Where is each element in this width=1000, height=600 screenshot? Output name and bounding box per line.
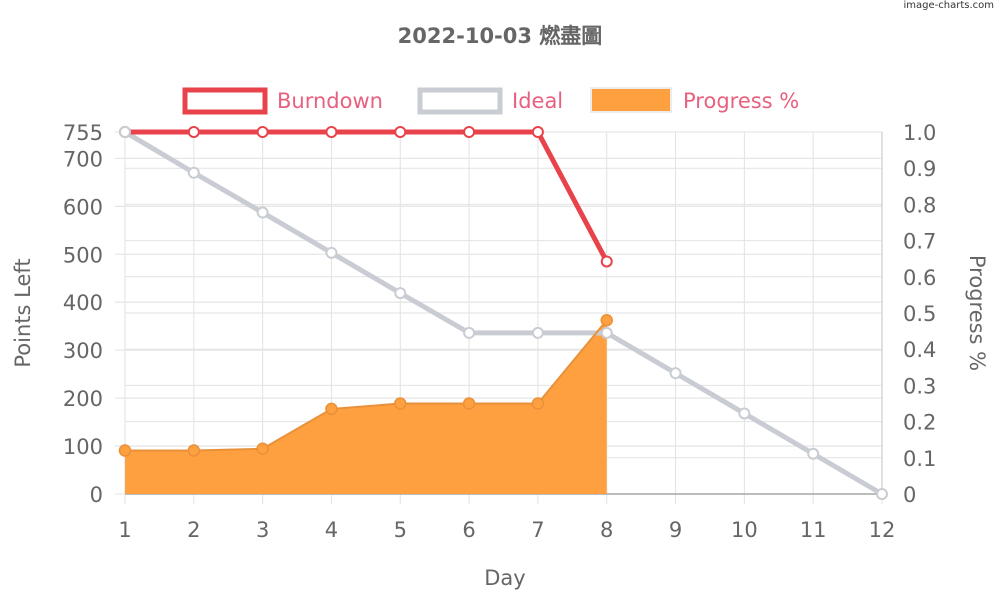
ideal-point bbox=[807, 447, 820, 460]
legend-swatch bbox=[590, 87, 672, 113]
progress-point bbox=[462, 397, 476, 410]
watermark: image-charts.com bbox=[903, 0, 995, 11]
legend-item: Burndown bbox=[182, 87, 383, 115]
x-tick-label: 9 bbox=[669, 518, 682, 542]
legend-label: Burndown bbox=[277, 89, 383, 113]
ideal-point bbox=[463, 326, 476, 339]
x-tick-label: 1 bbox=[118, 518, 131, 542]
burndown-point bbox=[187, 126, 200, 138]
y-right-tick-label: 0.1 bbox=[903, 447, 936, 471]
x-tick-label: 8 bbox=[600, 518, 613, 542]
y-left-tick-label: 400 bbox=[63, 291, 103, 315]
burndown-line bbox=[125, 129, 609, 263]
burndown-point bbox=[531, 126, 544, 138]
y-left-tick-label: 0 bbox=[90, 483, 103, 507]
progress-point bbox=[118, 444, 132, 457]
y-right-tick-label: 0 bbox=[903, 483, 916, 507]
ideal-point bbox=[876, 488, 888, 500]
y-right-tick-label: 0.5 bbox=[903, 302, 936, 326]
burndown-point bbox=[394, 126, 407, 138]
progress-point bbox=[256, 442, 269, 455]
burndown-point bbox=[325, 126, 338, 138]
legend-item: Ideal bbox=[417, 87, 563, 115]
progress-line bbox=[125, 319, 608, 452]
progress-point bbox=[325, 402, 338, 416]
legend-label: Ideal bbox=[512, 89, 563, 113]
ideal-point bbox=[669, 367, 682, 380]
y-axis-right-title: Progress % bbox=[965, 255, 989, 371]
x-tick-label: 2 bbox=[187, 518, 200, 542]
ideal-point bbox=[600, 326, 613, 339]
ideal-point bbox=[738, 407, 751, 420]
x-axis-title: Day bbox=[484, 566, 525, 590]
ideal-point bbox=[531, 326, 544, 339]
ideal-line bbox=[123, 129, 884, 497]
series-points bbox=[118, 126, 888, 500]
y-right-tick-label: 0.9 bbox=[903, 157, 936, 181]
legend-label: Progress % bbox=[683, 89, 799, 113]
y-right-tick-label: 0.4 bbox=[903, 338, 936, 362]
series-lines bbox=[123, 129, 884, 497]
legend-swatch bbox=[182, 87, 268, 115]
chart-title: 2022-10-03 燃盡圖 bbox=[398, 24, 603, 48]
progress-point bbox=[187, 444, 201, 457]
x-tick-label: 4 bbox=[325, 518, 338, 542]
x-tick-label: 7 bbox=[531, 518, 544, 542]
y-axis-left-title: Points Left bbox=[11, 258, 35, 367]
y-left-tick-label: 600 bbox=[63, 195, 103, 219]
y-right-tick-label: 1.0 bbox=[903, 121, 936, 145]
progress-point bbox=[531, 397, 545, 410]
progress-point bbox=[394, 397, 407, 410]
ideal-point bbox=[325, 246, 338, 259]
y-right-tick-label: 0.3 bbox=[903, 374, 936, 398]
axes: 1 2 3 4 5 6 7 8 9 10 11 120100200300400500600700755… bbox=[63, 121, 937, 542]
y-left-tick-label: 700 bbox=[63, 147, 103, 171]
x-tick-label: 5 bbox=[394, 518, 407, 542]
burndown-point bbox=[600, 255, 613, 268]
y-left-tick-label: 100 bbox=[63, 435, 103, 459]
y-left-tick-label: 755 bbox=[63, 121, 103, 145]
ideal-point bbox=[187, 166, 200, 179]
x-tick-label: 11 bbox=[800, 518, 827, 542]
x-tick-label: 10 bbox=[731, 518, 758, 542]
progress-point bbox=[600, 313, 613, 327]
ideal-point bbox=[119, 126, 131, 138]
y-left-tick-label: 200 bbox=[63, 387, 103, 411]
x-tick-label: 12 bbox=[869, 518, 896, 542]
ideal-point bbox=[394, 287, 407, 300]
legend-item: Progress % bbox=[590, 87, 799, 113]
y-left-tick-label: 500 bbox=[63, 243, 103, 267]
legend-swatch bbox=[417, 87, 503, 115]
ideal-point bbox=[256, 206, 269, 219]
y-right-tick-label: 0.8 bbox=[903, 193, 936, 217]
y-left-tick-label: 300 bbox=[63, 339, 103, 363]
x-tick-label: 6 bbox=[462, 518, 475, 542]
x-tick-label: 3 bbox=[256, 518, 269, 542]
legend: Burndown Ideal Progress % bbox=[182, 87, 799, 115]
burndown-point bbox=[463, 126, 476, 138]
burndown-point bbox=[256, 126, 269, 138]
y-right-tick-label: 0.2 bbox=[903, 411, 936, 435]
y-right-tick-label: 0.6 bbox=[903, 266, 936, 290]
y-right-tick-label: 0.7 bbox=[903, 230, 936, 254]
